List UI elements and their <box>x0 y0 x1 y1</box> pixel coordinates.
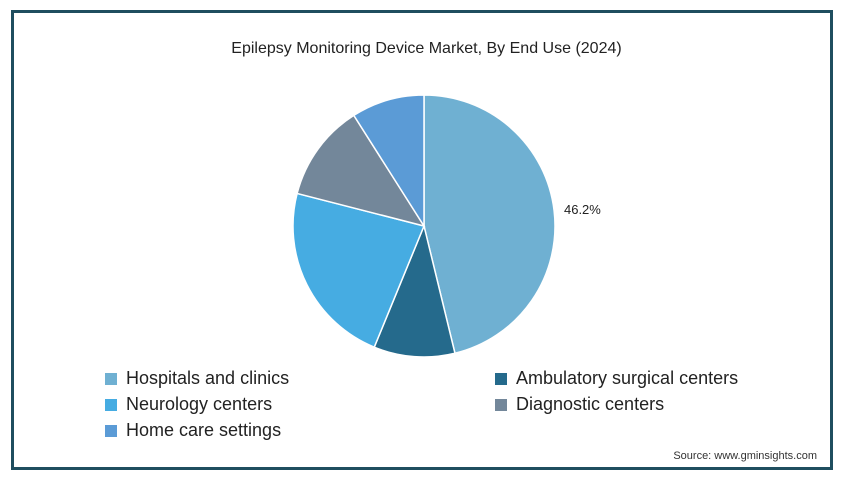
legend-swatch <box>105 372 117 385</box>
legend-swatch <box>495 398 507 411</box>
pie-slice-diagnostic <box>296 114 426 228</box>
legend-item-neurology: Neurology centers <box>105 394 272 415</box>
legend-swatch <box>105 398 117 411</box>
source-note: Source: www.gminsights.com <box>673 450 817 462</box>
legend-item-home-care: Home care settings <box>105 420 281 441</box>
legend-item-diagnostic: Diagnostic centers <box>495 394 664 415</box>
legend-swatch <box>105 424 117 437</box>
legend-item-ambulatory: Ambulatory surgical centers <box>495 368 738 389</box>
pie-slice-ambulatory <box>373 223 456 358</box>
pie-slice-hospitals <box>423 94 556 355</box>
pie-slice-home-care <box>352 94 425 229</box>
legend-label: Ambulatory surgical centers <box>516 368 739 388</box>
legend-label: Hospitals and clinics <box>126 368 290 388</box>
pie-slice-neurology <box>292 192 426 349</box>
legend-swatch <box>495 372 507 385</box>
legend-label: Neurology centers <box>126 394 273 414</box>
legend-label: Home care settings <box>126 420 282 440</box>
legend-item-hospitals: Hospitals and clinics <box>105 368 289 389</box>
data-label-hospitals: 46.2% <box>564 202 601 217</box>
legend-label: Diagnostic centers <box>516 394 665 414</box>
chart-title: Epilepsy Monitoring Device Market, By En… <box>231 40 622 57</box>
